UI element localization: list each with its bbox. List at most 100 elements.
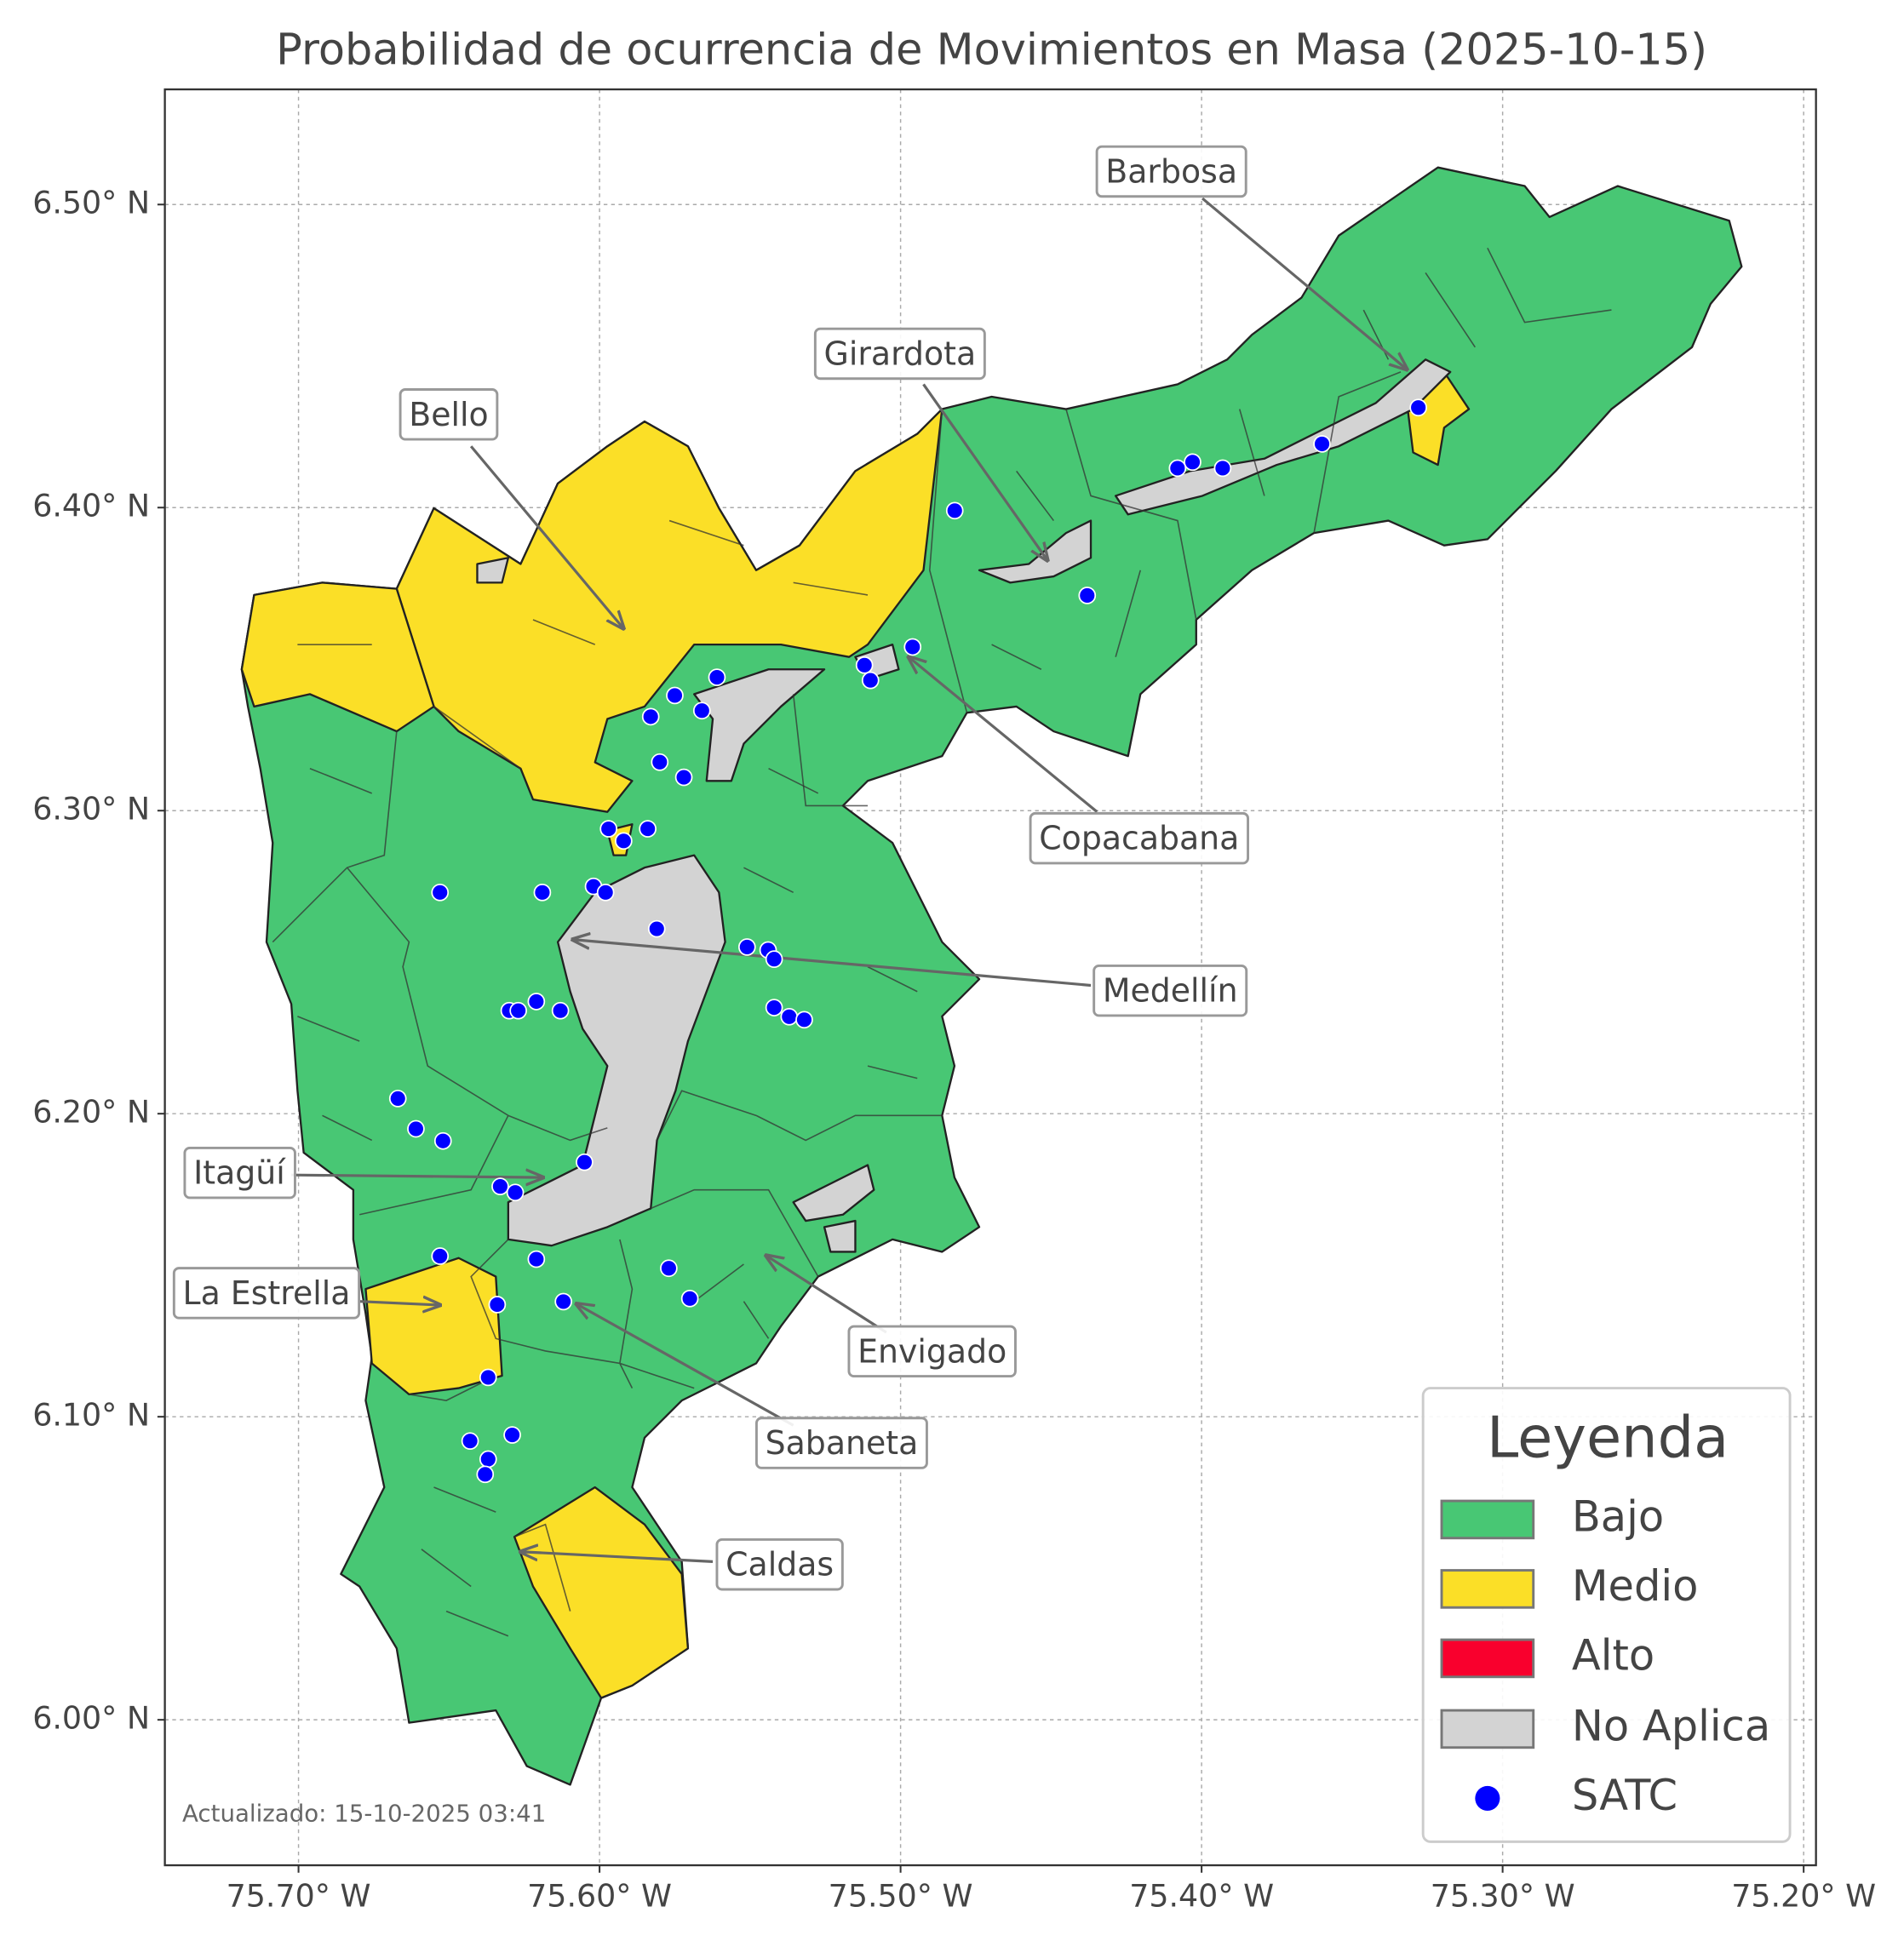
annotation-box [183,1146,296,1200]
ticks: 75.70° W 75.60° W 75.50° W 75.40° W 75.30° W… [32,185,1876,1915]
legend-marker [1475,1785,1500,1811]
annotation-arrow [766,1256,887,1334]
annotation-arrow [291,1175,543,1177]
satc-point [599,820,618,838]
satc-point [1168,459,1187,478]
legend-swatch [1440,1569,1535,1609]
annotation-box [813,327,986,381]
satc-point [388,1090,407,1108]
region-medio [364,1257,503,1396]
y-tick-label: 6.30° N [32,791,150,827]
annotation-arrow [469,445,623,628]
satc-point [765,950,783,968]
satc-point [737,938,756,956]
satc-point [506,1183,525,1202]
annotation-label: Girardota [824,335,977,372]
annotation-box [1093,964,1248,1017]
annotation-label: Bello [409,396,488,433]
footnote: Actualizado: 15-10-2025 03:41 [182,1799,546,1827]
satc-point [615,832,633,850]
regions [240,166,1743,1786]
satc-point [527,1250,546,1268]
annotation-label: Sabaneta [766,1424,919,1462]
satc-point [639,820,657,838]
annotation-box [847,1325,1017,1378]
region-medio [513,1486,690,1699]
legend: Leyenda Bajo Medio Alto No Aplica SATC [1421,1387,1792,1843]
annotation-box [715,1537,844,1591]
annotation-arrow [359,1302,440,1305]
satc-point [1213,459,1232,478]
region-no-aplica [693,668,826,782]
x-tick-label: 75.20° W [1731,1877,1876,1914]
y-tick-label: 6.40° N [32,488,150,524]
x-tick-label: 75.60° W [527,1877,672,1914]
annotation-box [1095,145,1247,198]
annotation-box [1029,811,1249,865]
y-tick-label: 6.00° N [32,1700,150,1737]
legend-label: SATC [1572,1771,1677,1820]
satc-points [388,398,1427,1484]
satc-point [596,883,615,902]
satc-point [1409,398,1427,417]
satc-point [708,668,726,686]
satc-point [431,1247,450,1265]
annotation-arrow [922,383,1048,560]
axes-frame [163,88,1817,1867]
annotation-box [754,1417,928,1469]
y-tick-label: 6.10° N [32,1397,150,1434]
satc-point [551,1001,570,1020]
satc-point [527,993,546,1011]
annotation-arrows [291,197,1407,1563]
satc-point [1184,453,1201,472]
satc-point [660,1259,678,1278]
annotation-label: Medellín [1103,972,1238,1010]
annotation-label: Itagüí [193,1154,286,1192]
satc-point [680,1290,699,1308]
satc-point [503,1426,521,1444]
satc-point [461,1432,479,1450]
legend-swatch [1440,1638,1535,1679]
legend-swatch [1440,1499,1535,1540]
satc-point [903,638,922,656]
municipal-border [272,371,1402,1612]
legend-swatch [1440,1709,1535,1749]
satc-point [674,768,693,787]
legend-label: No Aplica [1572,1701,1770,1750]
satc-point [479,1368,497,1387]
annotation-label: Envigado [857,1332,1006,1370]
legend-title: Leyenda [1487,1405,1729,1471]
satc-point [780,1007,799,1026]
satc-point [431,883,450,902]
satc-point [479,1450,497,1469]
region-no-aplica [476,557,510,584]
satc-point [407,1119,425,1138]
annotation-arrow [576,1304,794,1427]
region-no-aplica [792,1164,875,1222]
x-tick-label: 75.30° W [1431,1877,1575,1914]
internal-boundaries [297,247,1612,1637]
annotation-label: La Estrella [183,1274,351,1312]
satc-point [533,883,552,902]
satc-point [945,501,964,520]
satc-point [476,1465,495,1484]
satc-point [488,1296,507,1314]
annotation-arrow [909,657,1098,813]
x-tick-label: 75.70° W [227,1877,371,1914]
x-tick-label: 75.40° W [1129,1877,1274,1914]
satc-point [576,1153,594,1171]
satc-point [1313,435,1331,453]
annotation-arrow [1201,197,1407,369]
x-tick-label: 75.50° W [829,1877,973,1914]
chart-title: Probabilidad de ocurrencia de Movimiento… [276,25,1707,75]
satc-point [509,1001,527,1020]
region-medio [395,408,943,813]
satc-point [795,1011,813,1029]
satc-point [554,1292,573,1311]
annotations: Barbosa Girardota Bello Copacabana Medellín I… [172,145,1249,1591]
y-tick-label: 6.50° N [32,185,150,221]
region-no-aplica [1114,358,1452,516]
annotation-arrow [520,1552,714,1563]
